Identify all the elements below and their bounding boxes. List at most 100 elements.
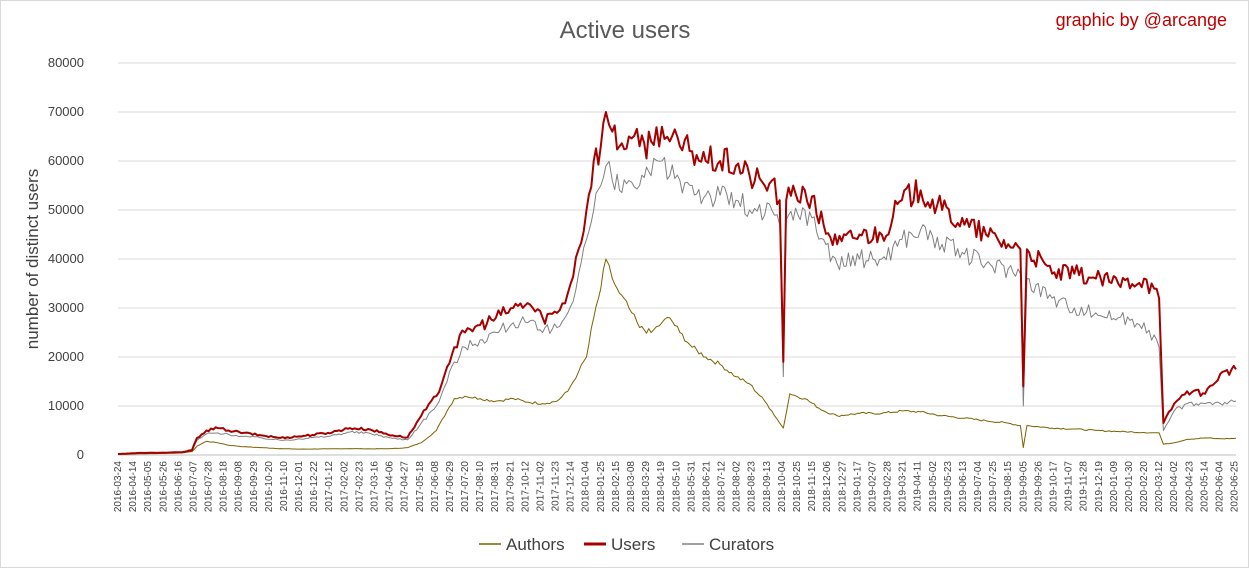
x-tick-label: 2017-12-14	[566, 461, 577, 513]
x-tick-label: 2017-06-29	[445, 461, 456, 513]
x-tick-label: 2020-06-04	[1215, 461, 1226, 513]
x-tick-label: 2019-06-13	[958, 461, 969, 513]
x-tick-label: 2017-11-23	[551, 461, 562, 512]
x-tick-label: 2017-08-31	[490, 461, 501, 513]
x-tick-label: 2016-12-22	[309, 461, 320, 513]
y-axis-label: number of distinct users	[23, 169, 42, 349]
x-tick-label: 2018-06-21	[702, 461, 713, 513]
x-tick-label: 2018-12-27	[837, 461, 848, 513]
x-tick-label: 2016-08-18	[219, 461, 230, 513]
series-line-authors	[117, 258, 1237, 455]
x-tick-label: 2020-01-30	[1124, 461, 1135, 513]
x-tick-label: 2017-01-12	[324, 461, 335, 513]
x-tick-label: 2019-07-25	[988, 461, 999, 513]
x-tick-label: 2017-02-23	[354, 461, 365, 513]
x-tick-label: 2019-01-17	[852, 461, 863, 513]
x-tick-label: 2017-05-18	[415, 461, 426, 513]
x-tick-label: 2020-01-09	[1109, 461, 1120, 513]
x-tick-label: 2016-07-07	[188, 461, 199, 513]
x-tick-label: 2019-03-21	[898, 461, 909, 513]
x-tick-label: 2020-04-02	[1169, 461, 1180, 513]
series-line-users	[117, 111, 1237, 455]
x-tick-label: 2017-09-21	[505, 461, 516, 513]
x-tick-label: 2018-04-19	[656, 461, 667, 513]
y-tick-label: 80000	[48, 55, 84, 70]
x-tick-label: 2017-10-12	[520, 461, 531, 513]
x-tick-label: 2019-02-07	[867, 461, 878, 513]
x-tick-label: 2019-09-26	[1033, 461, 1044, 513]
series-lines	[117, 111, 1237, 455]
x-tick-label: 2016-05-26	[158, 461, 169, 513]
x-tick-label: 2019-12-19	[1094, 461, 1105, 513]
x-tick-label: 2017-07-20	[460, 461, 471, 513]
x-tick-label: 2019-05-02	[928, 461, 939, 513]
x-tick-label: 2019-04-11	[913, 461, 924, 512]
gridlines	[118, 62, 1236, 456]
x-tick-label: 2019-10-17	[1049, 461, 1060, 513]
y-tick-label: 60000	[48, 153, 84, 168]
x-tick-label: 2018-05-31	[686, 461, 697, 513]
x-tick-label: 2018-09-13	[762, 461, 773, 513]
x-tick-label: 2017-11-02	[536, 461, 547, 512]
x-tick-label: 2018-03-29	[641, 461, 652, 513]
x-tick-label: 2016-06-16	[173, 461, 184, 513]
legend-label-authors: Authors	[506, 535, 565, 554]
x-tick-label: 2018-01-04	[581, 461, 592, 513]
y-axis-ticks: 0 10000 20000 30000 40000 50000 60000 70000 8000…	[48, 55, 84, 462]
x-tick-label: 2020-06-25	[1230, 461, 1241, 513]
x-tick-label: 2016-09-29	[249, 461, 260, 513]
y-tick-label: 20000	[48, 349, 84, 364]
legend-label-users: Users	[611, 535, 655, 554]
x-tick-label: 2019-07-04	[973, 461, 984, 513]
x-tick-label: 2019-02-28	[883, 461, 894, 513]
x-tick-label: 2019-09-05	[1018, 461, 1029, 513]
x-tick-label: 2017-04-06	[385, 461, 396, 513]
y-tick-label: 30000	[48, 300, 84, 315]
x-tick-label: 2018-05-10	[671, 461, 682, 513]
x-tick-label: 2018-08-23	[747, 461, 758, 513]
chart-credit: graphic by @arcange	[1056, 10, 1227, 30]
chart-title: Active users	[560, 17, 691, 44]
series-line-curators	[117, 156, 1237, 455]
x-tick-label: 2018-03-08	[626, 461, 637, 513]
x-tick-label: 2019-11-28	[1079, 461, 1090, 512]
x-tick-label: 2018-02-15	[611, 461, 622, 513]
x-tick-label: 2018-01-25	[596, 461, 607, 513]
x-tick-label: 2016-10-20	[264, 461, 275, 513]
y-tick-label: 40000	[48, 251, 84, 266]
x-tick-label: 2016-05-05	[143, 461, 154, 513]
legend-label-curators: Curators	[709, 535, 774, 554]
x-tick-label: 2018-08-02	[732, 461, 743, 513]
x-tick-label: 2016-03-24	[113, 461, 124, 513]
x-axis-ticks: 2016-03-24 2016-04-14 2016-05-05 2016-05-26…	[113, 461, 1241, 513]
x-tick-label: 2016-09-08	[234, 461, 245, 513]
y-tick-label: 70000	[48, 104, 84, 119]
x-tick-label: 2016-07-28	[204, 461, 215, 513]
x-tick-label: 2017-04-27	[400, 461, 411, 513]
x-tick-label: 2017-06-08	[430, 461, 441, 513]
x-tick-label: 2017-03-16	[370, 461, 381, 513]
x-tick-label: 2020-04-23	[1184, 461, 1195, 513]
x-tick-label: 2018-12-06	[822, 461, 833, 513]
x-tick-label: 2020-02-20	[1139, 461, 1150, 513]
x-tick-label: 2020-03-12	[1154, 461, 1165, 513]
x-tick-label: 2016-12-01	[294, 461, 305, 513]
legend: Authors Users Curators	[479, 535, 774, 554]
y-tick-label: 0	[77, 447, 84, 462]
x-tick-label: 2019-05-23	[943, 461, 954, 513]
x-tick-label: 2019-08-15	[1003, 461, 1014, 513]
x-tick-label: 2020-05-14	[1199, 461, 1210, 513]
y-tick-label: 50000	[48, 202, 84, 217]
x-tick-label: 2016-11-10	[279, 461, 290, 512]
x-tick-label: 2017-08-10	[475, 461, 486, 513]
x-tick-label: 2018-11-15	[807, 461, 818, 512]
x-tick-label: 2016-04-14	[128, 461, 139, 513]
x-tick-label: 2018-07-12	[717, 461, 728, 513]
x-tick-label: 2019-11-07	[1064, 461, 1075, 512]
x-tick-label: 2018-10-25	[792, 461, 803, 513]
y-tick-label: 10000	[48, 398, 84, 413]
x-tick-label: 2017-02-02	[339, 461, 350, 513]
x-tick-label: 2018-10-04	[777, 461, 788, 513]
